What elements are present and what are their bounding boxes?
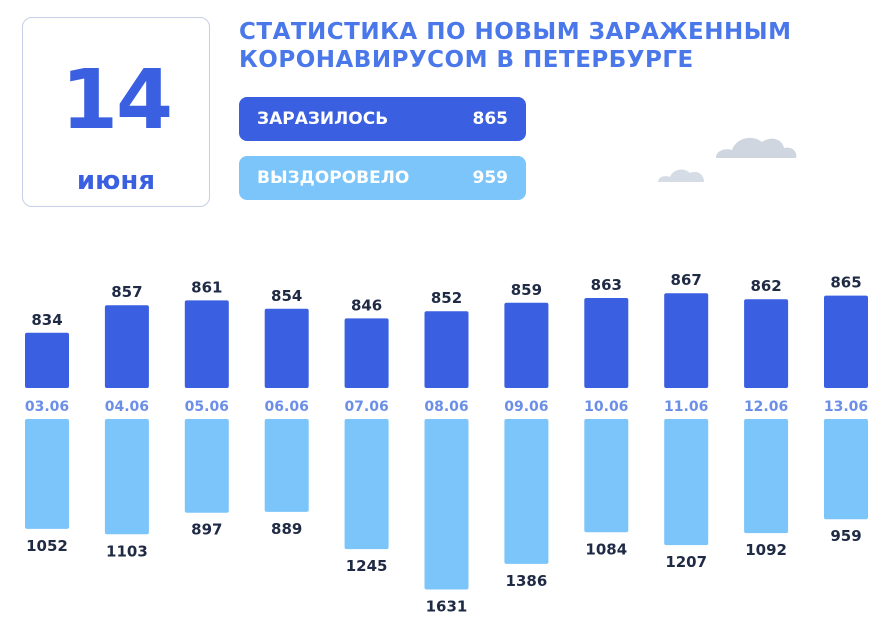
recovered-value-label: 1052 — [26, 537, 68, 555]
infected-value-label: 846 — [351, 296, 382, 314]
recovered-value-label: 1103 — [106, 542, 148, 560]
infected-bar — [264, 308, 309, 388]
recovered-label: ВЫЗДОРОВЕЛО — [257, 168, 410, 188]
date-label: 09.06 — [504, 399, 548, 415]
date-label: 03.06 — [25, 399, 69, 415]
recovered-value-label: 959 — [830, 527, 861, 545]
recovered-value-label: 1631 — [426, 597, 468, 615]
infected-value-label: 854 — [271, 287, 302, 305]
infected-bar — [184, 300, 229, 388]
recovered-value-label: 1092 — [745, 541, 787, 559]
infected-bar — [504, 302, 549, 388]
recovered-bar — [104, 419, 149, 535]
date-label: 04.06 — [105, 399, 149, 415]
cloud-icon — [716, 137, 797, 158]
recovered-summary: ВЫЗДОРОВЕЛО 959 — [239, 156, 526, 200]
infected-bar — [25, 332, 69, 388]
infected-bar — [104, 305, 149, 388]
date-card: 14 июня — [22, 17, 210, 207]
infected-bar — [744, 299, 789, 388]
recovered-value-label: 897 — [191, 521, 222, 539]
cloud-icon — [658, 169, 704, 182]
infected-value-label: 865 — [830, 274, 861, 292]
infected-value-label: 862 — [750, 277, 781, 295]
infected-value-label: 857 — [111, 283, 142, 301]
recovered-bar — [504, 419, 549, 564]
recovered-bar — [424, 419, 469, 590]
infected-bar — [824, 295, 868, 388]
recovered-bar — [184, 419, 229, 513]
recovered-value-label: 889 — [271, 520, 302, 538]
date-label: 07.06 — [344, 399, 388, 415]
date-label: 08.06 — [424, 399, 468, 415]
recovered-value-label: 1245 — [346, 557, 388, 575]
recovered-bar — [824, 419, 868, 520]
infected-value-label: 861 — [191, 278, 222, 296]
date-label: 11.06 — [664, 399, 708, 415]
date-month: июня — [76, 166, 156, 196]
title-line-1: СТАТИСТИКА ПО НОВЫМ ЗАРАЖЕННЫМ — [239, 19, 792, 45]
recovered-bar — [584, 419, 629, 533]
recovered-bar — [664, 419, 709, 546]
page-title: СТАТИСТИКА ПО НОВЫМ ЗАРАЖЕННЫМ КОРОНАВИР… — [239, 18, 819, 74]
date-label: 05.06 — [185, 399, 229, 415]
date-label: 13.06 — [824, 399, 868, 415]
recovered-value: 959 — [472, 168, 509, 188]
infected-value-label: 859 — [511, 281, 542, 299]
infected-label: ЗАРАЗИЛОСЬ — [257, 109, 389, 129]
recovered-bar — [264, 419, 309, 512]
infected-value-label: 863 — [591, 276, 622, 294]
recovered-bar — [344, 419, 389, 550]
title-line-2: КОРОНАВИРУСОМ В ПЕТЕРБУРГЕ — [239, 47, 694, 73]
recovered-bar — [25, 419, 69, 529]
infected-value-label: 834 — [31, 311, 62, 329]
date-label: 12.06 — [744, 399, 788, 415]
infected-bar — [344, 318, 389, 388]
infected-summary: ЗАРАЗИЛОСЬ 865 — [239, 97, 526, 141]
date-day: 14 — [60, 53, 173, 148]
recovered-bar — [744, 419, 789, 534]
date-label: 10.06 — [584, 399, 628, 415]
infected-value-label: 852 — [431, 289, 462, 307]
recovered-value-label: 1207 — [665, 553, 707, 571]
recovered-value-label: 1386 — [506, 572, 548, 590]
infected-bar — [664, 293, 709, 388]
infected-bar — [584, 298, 629, 388]
infected-bar — [424, 311, 469, 388]
infected-value: 865 — [472, 109, 509, 129]
date-label: 06.06 — [265, 399, 309, 415]
recovered-value-label: 1084 — [585, 540, 627, 558]
infected-value-label: 867 — [671, 271, 702, 289]
